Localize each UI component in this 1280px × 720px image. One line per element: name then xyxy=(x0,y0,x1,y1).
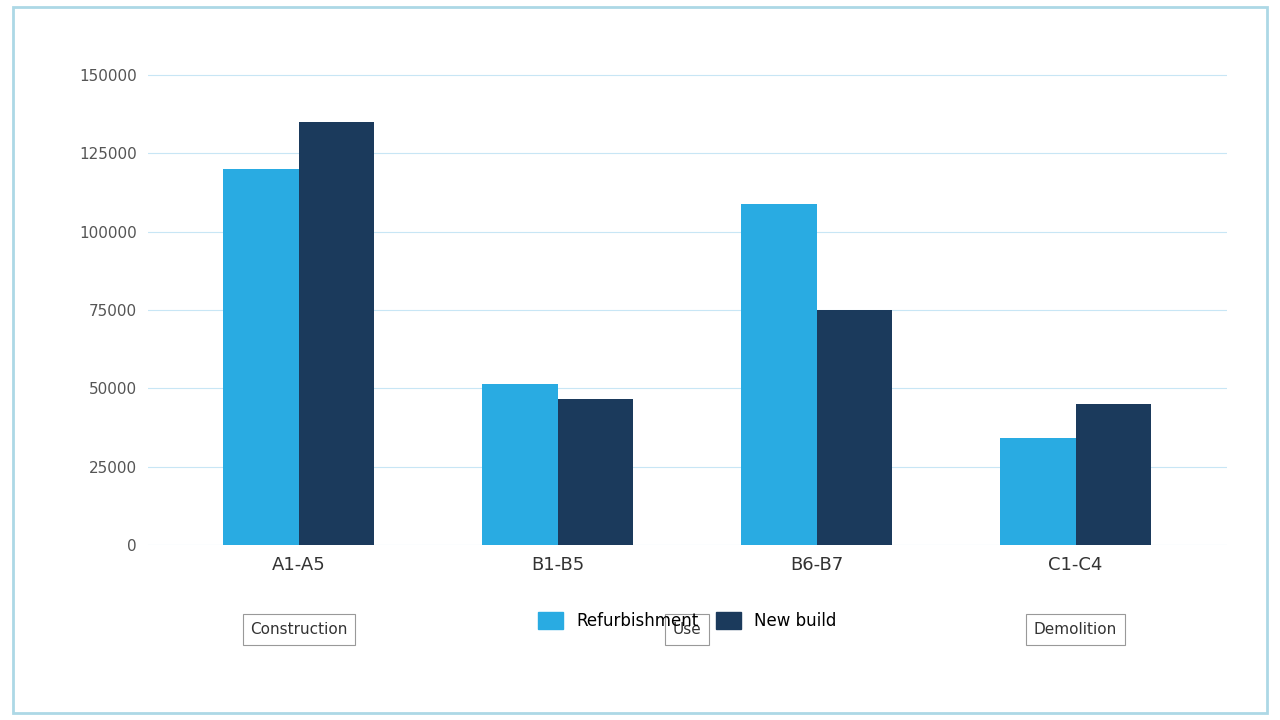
Legend: Refurbishment, New build: Refurbishment, New build xyxy=(531,606,842,636)
Text: Demolition: Demolition xyxy=(1034,622,1117,637)
Text: Construction: Construction xyxy=(250,622,348,637)
Bar xyxy=(1075,404,1151,545)
Bar xyxy=(741,204,817,545)
Bar xyxy=(300,122,374,545)
Bar xyxy=(1000,438,1075,545)
Bar xyxy=(817,310,892,545)
Text: Use: Use xyxy=(673,622,701,637)
Bar xyxy=(224,169,300,545)
Bar xyxy=(558,399,634,545)
Bar xyxy=(483,384,558,545)
